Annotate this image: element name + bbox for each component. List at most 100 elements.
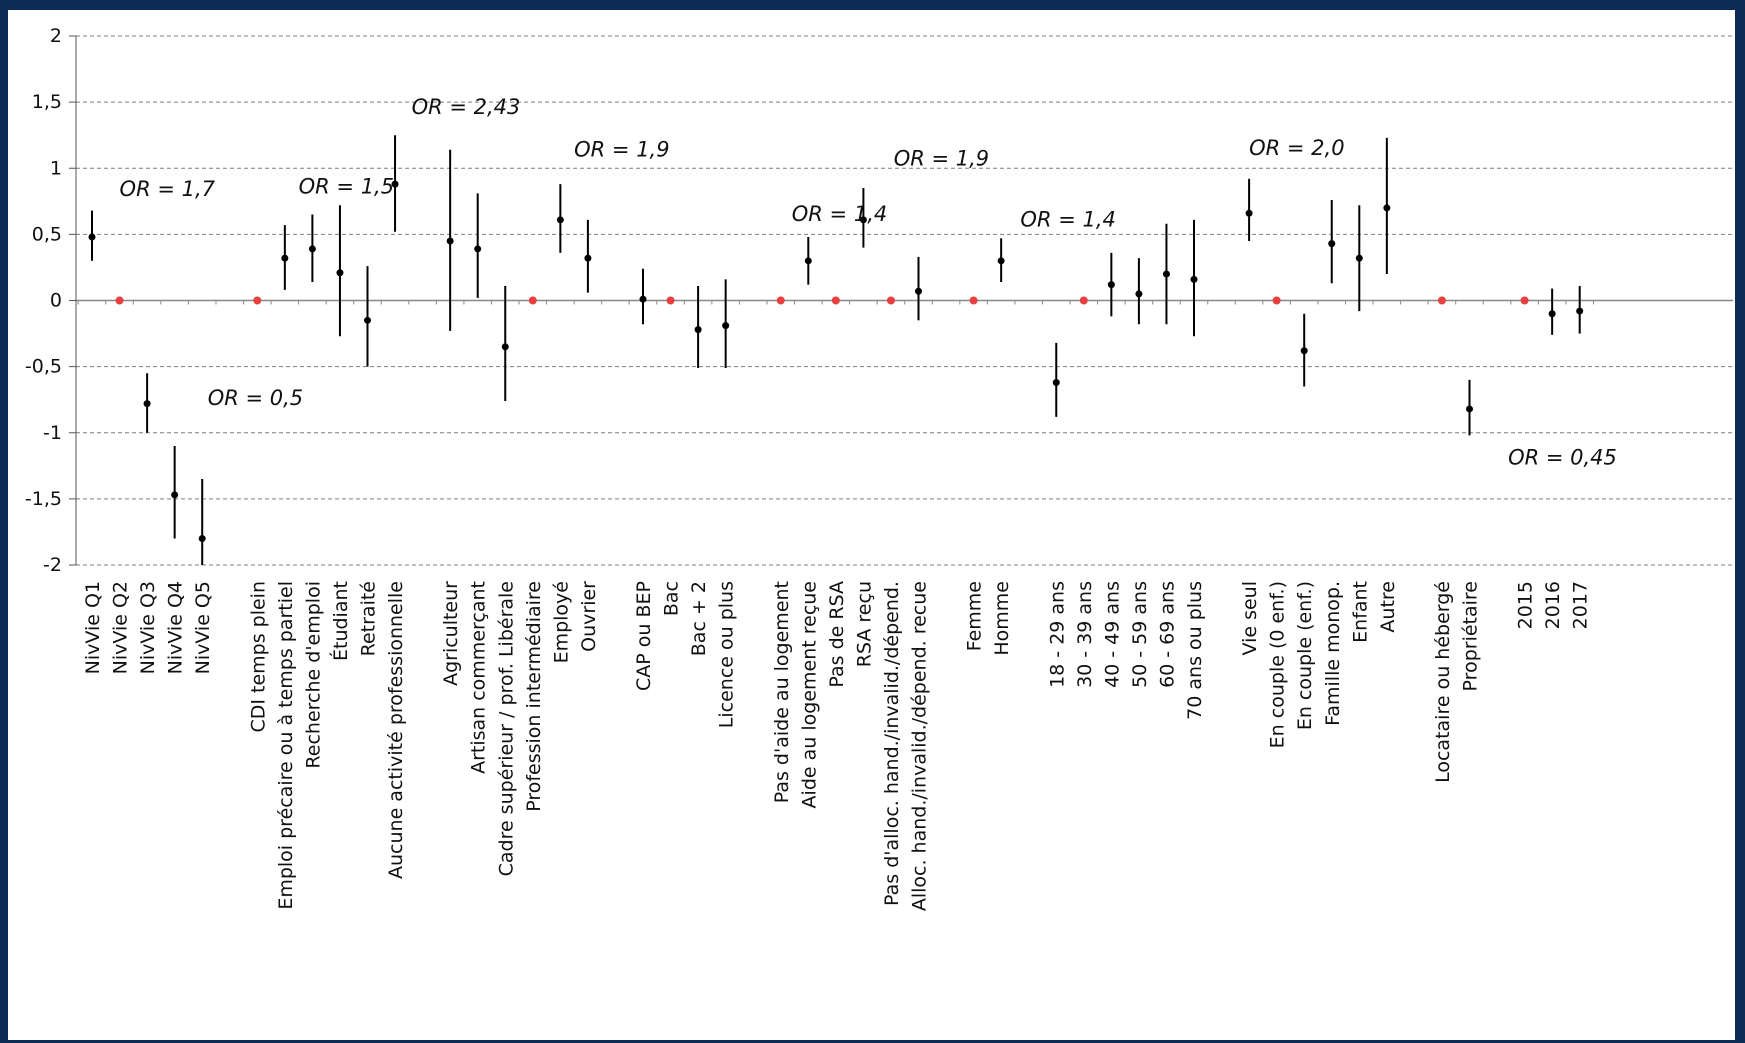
estimate-point [308,245,316,253]
estimate-point [143,400,151,408]
y-tick-label: 1,5 [32,91,62,113]
category-label: 30 - 39 ans [1074,581,1096,688]
category-label: En couple (0 enf.) [1267,581,1289,748]
estimate-point [1576,307,1584,315]
category-label: Retraité [358,581,380,656]
category-label: Aide au logement reçue [798,581,820,808]
odds-ratio-annotation: OR = 1,9 [574,137,669,161]
category-label: Recherche d'emploi [302,581,324,769]
y-tick-label: 1 [50,157,62,179]
estimate-point [198,535,206,543]
category-label: CDI temps plein [247,581,269,733]
y-tick-label: 0 [50,290,62,312]
category-label: Locataire ou hébergé [1432,581,1454,783]
estimate-point [859,216,867,224]
category-label: 18 - 29 ans [1046,581,1068,688]
reference-point [969,296,978,305]
category-label: NivVie Q2 [110,581,132,674]
category-label: Femme [964,581,986,651]
estimate-point [804,257,812,265]
category-label: NivVie Q5 [192,581,214,674]
category-label: Autre [1377,581,1399,633]
reference-point [831,296,840,305]
reference-point [666,296,675,305]
odds-ratio-annotation: OR = 2,43 [412,95,521,119]
estimate-point [694,326,702,334]
category-label: Vie seul [1239,581,1261,656]
category-label: Pas d'alloc. hand./invalid./dépend. [881,581,903,906]
reference-point [1437,296,1446,305]
category-label: Artisan commerçant [468,581,490,774]
category-label: Pas de RSA [826,581,848,688]
estimate-point [584,254,592,262]
estimate-point [1300,347,1308,355]
category-label: 70 ans ou plus [1184,581,1206,720]
category-label: Bac [661,581,683,616]
estimate-point [1245,209,1253,217]
reference-point [1520,296,1529,305]
reference-point [776,296,785,305]
reference-point [1272,296,1281,305]
estimate-point [1383,204,1391,212]
estimate-point [336,269,344,277]
estimate-point [1355,254,1363,262]
estimate-point [391,180,399,188]
category-label: CAP ou BEP [633,581,655,691]
estimate-point [722,322,730,330]
category-label: Emploi précaire ou à temps partiel [275,581,297,910]
reference-point [528,296,537,305]
odds-ratio-annotation: OR = 2,0 [1249,136,1344,160]
estimate-point [171,491,179,499]
category-label: Pas d'aide au logement [771,581,793,803]
y-tick-label: 0,5 [32,223,62,245]
y-tick-label: -2 [43,554,62,576]
category-label: NivVie Q3 [137,581,159,674]
estimate-point [501,343,509,351]
odds-ratio-annotation: OR = 0,45 [1508,445,1617,469]
category-label: Famille monop. [1322,581,1344,726]
estimate-point [1328,240,1336,248]
y-tick-label: -1 [43,422,62,444]
estimate-point [1466,405,1473,413]
category-label: 2015 [1515,581,1537,629]
estimate-point [1162,270,1170,278]
estimate-point [1135,290,1143,298]
estimate-point [364,316,371,324]
odds-ratio-annotation: OR = 1,4 [1020,207,1115,231]
estimate-point [639,295,647,303]
category-label: Licence ou plus [716,581,738,728]
category-label: Aucune activité professionnelle [385,581,407,879]
category-label: Bac + 2 [688,581,710,656]
estimate-point [446,237,454,245]
reference-point [886,296,895,305]
estimate-point [1052,378,1060,386]
category-label: Ouvrier [578,581,600,652]
reference-point [1079,296,1088,305]
odds-ratio-annotation: OR = 1,7 [120,177,216,201]
category-label: Agriculteur [440,581,462,686]
reference-point [253,296,262,305]
category-label: 50 - 59 ans [1129,581,1151,688]
estimate-point [88,233,96,241]
category-label: Alloc. hand./invalid./dépend. recue [909,581,931,911]
category-label: 60 - 69 ans [1156,581,1178,688]
y-tick-label: -1,5 [25,488,62,510]
category-label: Homme [991,581,1013,656]
odds-ratio-annotation: OR = 1,9 [894,147,989,171]
category-label: Enfant [1349,581,1371,643]
chart-frame: 2 1,5 1 0,5 0 -0,5 -1 -1,5 -2 NivVie Q1 NivVie Q2 N… [8,10,1735,1040]
category-label: Profession intermédiaire [523,581,545,812]
category-label: 40 - 49 ans [1101,581,1123,688]
reference-point [115,296,124,305]
category-label: Propriétaire [1460,581,1482,691]
estimate-point [474,245,482,253]
y-tick-label: 2 [50,25,62,47]
category-label: Étudiant [329,581,352,661]
category-label: 2017 [1570,581,1592,629]
estimate-point [997,257,1005,265]
estimate-point [1548,310,1556,318]
category-label: NivVie Q1 [82,581,104,674]
estimate-point [281,254,289,262]
category-label: Cadre supérieur / prof. Libérale [495,581,517,876]
